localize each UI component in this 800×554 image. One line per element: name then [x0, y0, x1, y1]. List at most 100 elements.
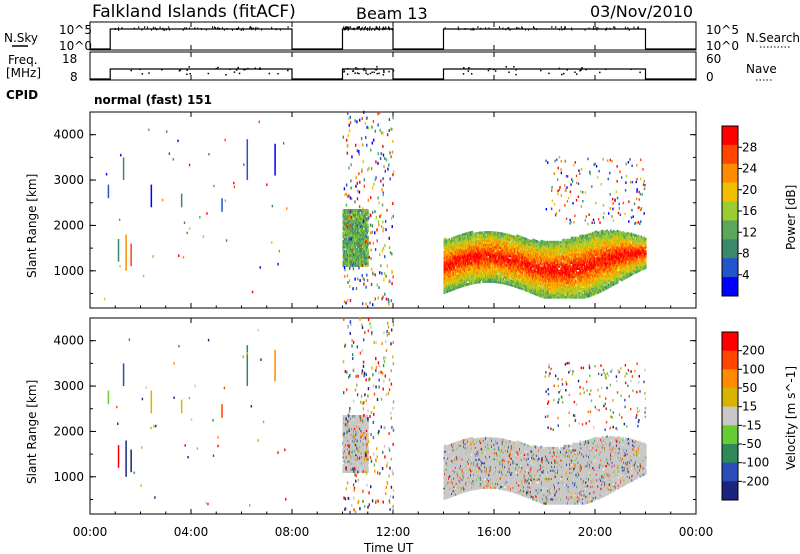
- nave-point: [343, 71, 345, 73]
- nsky-spike: [614, 26, 616, 29]
- echo-cell: [555, 249, 558, 252]
- echo-cell: [556, 255, 558, 258]
- echo-cell: [461, 276, 464, 280]
- echo-cell: [513, 258, 516, 261]
- echo-cell: [471, 230, 474, 234]
- nsky-spike: [211, 26, 213, 29]
- nave-point: [355, 67, 357, 69]
- nave-point: [354, 72, 356, 74]
- echo-cell: [492, 280, 495, 283]
- echo-cell: [476, 254, 479, 258]
- nsky-spike: [624, 26, 626, 29]
- echo-cell: [473, 232, 475, 236]
- echo-cell: [467, 270, 470, 274]
- echo-cell: [561, 285, 564, 289]
- nsky-spike: [633, 26, 635, 29]
- echo-cell: [482, 270, 485, 273]
- echo-cell: [506, 235, 508, 239]
- nsky-spike: [114, 27, 116, 30]
- echo-cell: [549, 249, 552, 252]
- nsky-spike: [360, 27, 362, 30]
- echo-cell: [451, 249, 454, 252]
- echo-cell: [557, 296, 559, 299]
- echo-cell: [473, 246, 475, 250]
- echo-cell: [503, 236, 505, 240]
- nsky-spike: [521, 26, 523, 29]
- echo-cell: [507, 266, 510, 270]
- y-tick-label: 3000: [53, 379, 84, 393]
- nsky-spike: [609, 27, 611, 30]
- nsky-spike: [518, 27, 520, 30]
- nsky-spike: [387, 26, 389, 29]
- echo-cell: [454, 256, 456, 260]
- nsky-spike: [251, 27, 253, 30]
- echo-cell: [448, 268, 451, 272]
- echo-cell: [561, 273, 564, 277]
- echo-cell: [485, 257, 487, 261]
- echo-cell: [542, 295, 545, 299]
- nsky-spike: [345, 28, 347, 31]
- echo-cell: [477, 240, 480, 243]
- echo-cell: [443, 289, 446, 293]
- echo-cell: [446, 255, 449, 259]
- nave-point: [373, 71, 375, 74]
- echo-cell: [549, 259, 552, 262]
- echo-cell: [537, 257, 540, 260]
- nsky-spike: [250, 26, 252, 29]
- echo-cell: [492, 259, 495, 263]
- echo-cell: [449, 270, 452, 274]
- echo-cell: [488, 235, 490, 238]
- echo-cell: [459, 240, 462, 244]
- nsearch-tick-top: 10^5: [706, 23, 739, 37]
- echo-cell: [468, 260, 471, 263]
- echo-cell: [474, 269, 477, 272]
- freq-label: Freq.: [8, 53, 38, 67]
- nave-point: [505, 66, 508, 68]
- echo-cell: [535, 252, 538, 255]
- echo-cell: [521, 254, 524, 258]
- echo-cell: [528, 251, 530, 254]
- echo-cell: [451, 282, 454, 285]
- nsky-spike: [287, 26, 289, 29]
- echo-cell: [489, 237, 492, 240]
- echo-cell: [551, 277, 554, 281]
- echo-cell: [512, 265, 515, 269]
- echo-cell: [464, 279, 467, 283]
- echo-cell: [465, 250, 468, 254]
- nave-point: [207, 72, 210, 75]
- echo-cell: [445, 237, 447, 241]
- nsky-spike: [242, 27, 244, 30]
- echo-cell: [443, 258, 446, 262]
- echo-cell: [542, 283, 545, 287]
- nsky-spike: [532, 26, 534, 29]
- nsky-spike: [350, 26, 352, 29]
- nave-point: [579, 69, 581, 72]
- date-label: 03/Nov/2010: [590, 2, 693, 21]
- echo-cell: [499, 266, 502, 270]
- echo-cell: [531, 248, 533, 252]
- echo-cell: [510, 255, 512, 258]
- echo-cell: [557, 283, 559, 287]
- nsky-spike: [118, 28, 120, 31]
- echo-cell: [529, 245, 531, 249]
- echo-cell: [481, 231, 483, 235]
- echo-cell: [526, 270, 528, 274]
- nsky-spike: [271, 26, 273, 29]
- nsky-spike: [347, 28, 349, 31]
- nsky-spike: [369, 27, 371, 30]
- nsky-spike: [457, 26, 459, 29]
- echo-cell: [453, 271, 455, 274]
- nsky-spike: [216, 27, 218, 30]
- y-tick-label: 4000: [53, 334, 84, 348]
- echo-cell: [518, 257, 521, 261]
- nsky-spike: [252, 27, 254, 30]
- echo-cell: [524, 255, 527, 259]
- echo-cell: [497, 248, 499, 251]
- echo-cell: [482, 264, 484, 267]
- echo-cell: [514, 272, 517, 276]
- echo-cell: [465, 271, 468, 274]
- echo-cell: [444, 287, 446, 290]
- freq-unit-label: [MHz]: [6, 66, 41, 80]
- nsky-spike: [343, 28, 345, 31]
- nsky-spike: [378, 28, 380, 31]
